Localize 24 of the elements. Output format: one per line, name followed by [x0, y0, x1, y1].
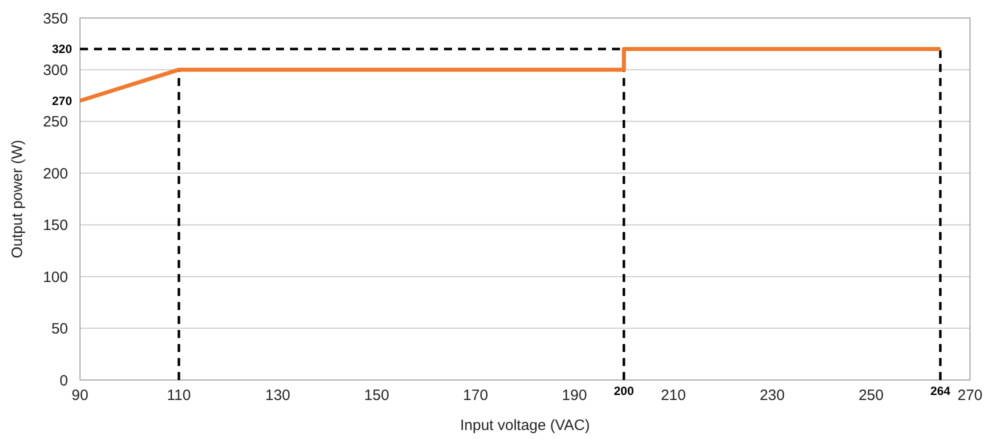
x-axis-title: Input voltage (VAC) [460, 417, 590, 434]
y-tick-label: 150 [42, 217, 68, 234]
y-axis-title: Output power (W) [9, 140, 26, 258]
x-tick-label: 90 [72, 387, 88, 404]
annotation: 270 [52, 94, 72, 108]
x-tick-label: 110 [166, 387, 191, 404]
x-tick-label: 190 [562, 387, 587, 404]
x-tick-label: 150 [364, 387, 390, 404]
y-tick-label: 300 [42, 62, 68, 79]
x-tick-label: 250 [858, 387, 884, 404]
x-tick-label: 130 [265, 387, 290, 404]
x-tick-label: 170 [463, 387, 488, 404]
y-tick-label: 250 [42, 114, 68, 131]
ref-line-label: 320 [52, 42, 72, 56]
x-tick-label: 270 [957, 387, 983, 404]
y-tick-label: 350 [42, 10, 68, 28]
y-tick-label: 200 [42, 165, 68, 182]
ref-line-label: 200 [614, 384, 634, 398]
y-tick-label: 0 [60, 372, 68, 390]
x-tick-label: 210 [660, 387, 686, 404]
ref-line-label: 264 [930, 384, 951, 398]
x-tick-label: 230 [760, 387, 785, 404]
y-tick-label: 100 [42, 268, 68, 286]
y-tick-label: 50 [51, 320, 68, 338]
